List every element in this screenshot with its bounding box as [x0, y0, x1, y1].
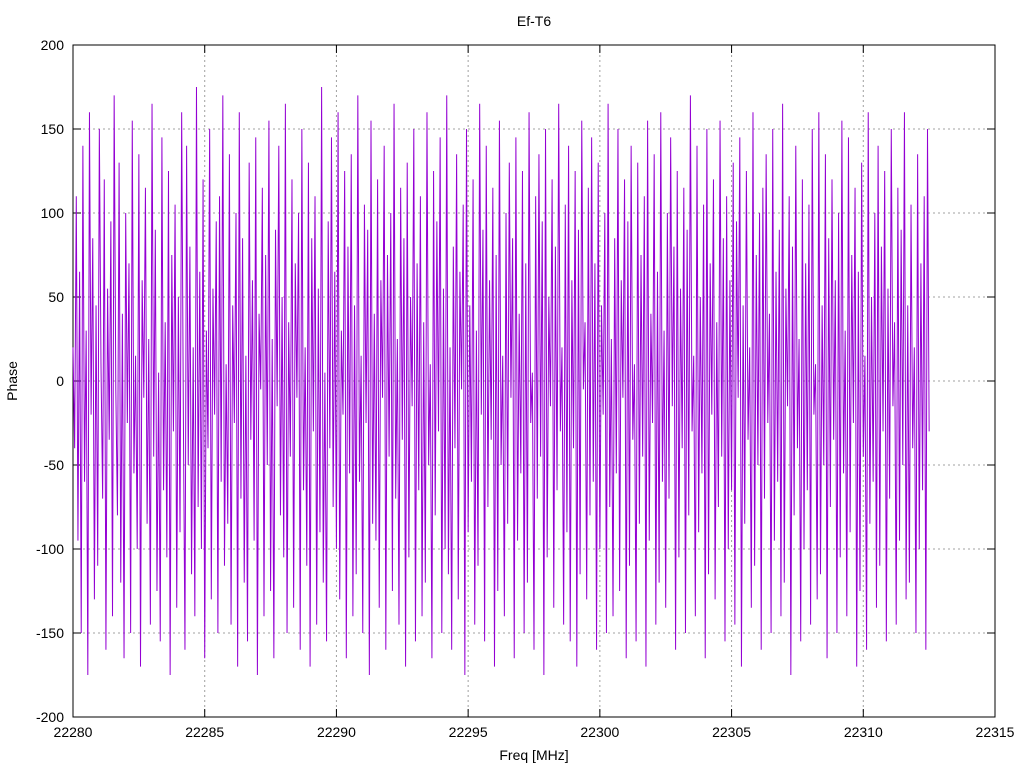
y-tick-label: 100	[41, 205, 65, 221]
y-tick-label: 50	[48, 289, 64, 305]
y-tick-label: 0	[56, 373, 64, 389]
x-tick-label: 22280	[54, 724, 93, 740]
x-tick-label: 22300	[580, 724, 619, 740]
y-tick-label: -200	[36, 709, 64, 725]
x-tick-label: 22295	[449, 724, 488, 740]
y-tick-label: -50	[44, 457, 64, 473]
x-tick-label: 22290	[317, 724, 356, 740]
x-axis-title: Freq [MHz]	[499, 747, 568, 763]
y-tick-label: 150	[41, 121, 65, 137]
y-tick-label: -100	[36, 541, 64, 557]
chart-title: Ef-T6	[517, 13, 551, 29]
x-tick-labels: 22280 22285 22290 22295 22300 22305 22310 22315	[54, 724, 1015, 740]
tick-marks	[72, 44, 996, 718]
x-tick-label: 22285	[185, 724, 224, 740]
x-tick-label: 22315	[976, 724, 1015, 740]
y-axis-title: Phase	[4, 361, 20, 401]
x-tick-label: 22305	[712, 724, 751, 740]
phase-series-line	[72, 86, 930, 676]
y-tick-labels: 200 150 100 50 0 -50 -100 -150 -200	[36, 37, 64, 725]
y-tick-label: 200	[41, 37, 65, 53]
y-tick-label: -150	[36, 625, 64, 641]
x-tick-label: 22310	[844, 724, 883, 740]
